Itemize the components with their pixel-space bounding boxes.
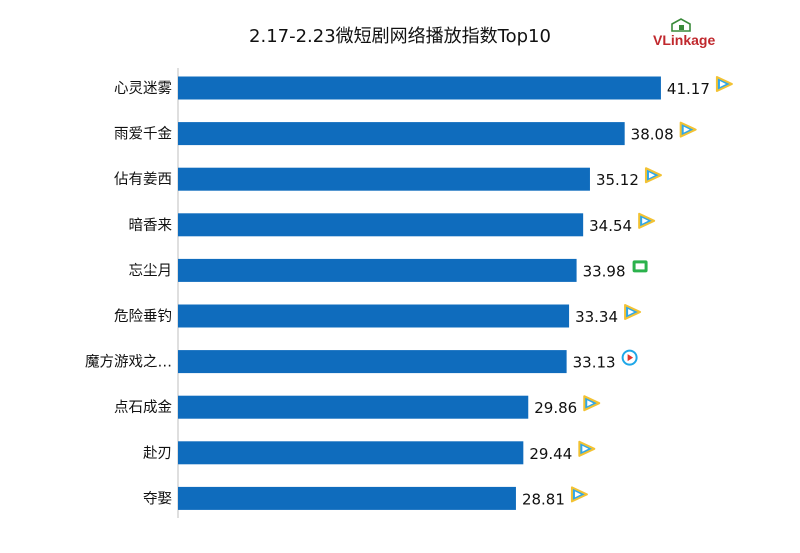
category-label: 危险垂钓 [114,308,172,325]
category-label: 佔有姜西 [114,171,172,188]
tencent-video-icon [624,304,642,320]
bar [178,76,661,100]
house-icon [671,18,691,32]
category-label: 暗香来 [129,217,173,234]
bar [178,304,570,328]
logo-text: VLinkage [653,32,715,48]
tencent-video-icon [715,76,733,92]
value-label: 33.34 [575,308,618,326]
chart-title: 2.17-2.23微短剧网络播放指数Top10 [249,26,551,47]
vlinkage-logo: VLinkage [653,18,715,48]
category-label: 雨爱千金 [114,126,172,143]
youku-icon [621,349,638,366]
category-label: 忘尘月 [129,262,173,279]
tencent-video-icon [570,486,588,503]
bar [178,486,516,510]
tencent-video-icon [578,440,596,457]
tencent-video-icon [583,395,601,412]
bar [178,441,524,465]
value-label: 33.98 [583,262,626,280]
bar [178,213,584,237]
category-label: 夺娶 [143,490,172,507]
bar [178,122,625,146]
category-label: 魔方游戏之… [85,354,172,371]
value-label: 38.08 [631,126,674,144]
bar [178,395,529,419]
category-label: 赴刃 [143,445,172,462]
bar [178,350,567,374]
value-label: 29.86 [534,399,577,417]
tencent-video-icon [638,212,656,229]
value-label: 29.44 [529,445,572,463]
bar [178,258,577,282]
value-label: 41.17 [667,80,710,98]
tencent-video-icon [679,121,697,138]
value-label: 35.12 [596,171,639,189]
value-label: 28.81 [522,490,565,508]
category-label: 心灵迷雾 [114,80,172,97]
category-label: 点石成金 [114,399,172,416]
value-label: 33.13 [573,354,616,372]
bar [178,167,590,191]
tencent-video-icon [644,167,662,184]
iqiyi-icon [632,260,648,273]
value-label: 34.54 [589,217,632,235]
